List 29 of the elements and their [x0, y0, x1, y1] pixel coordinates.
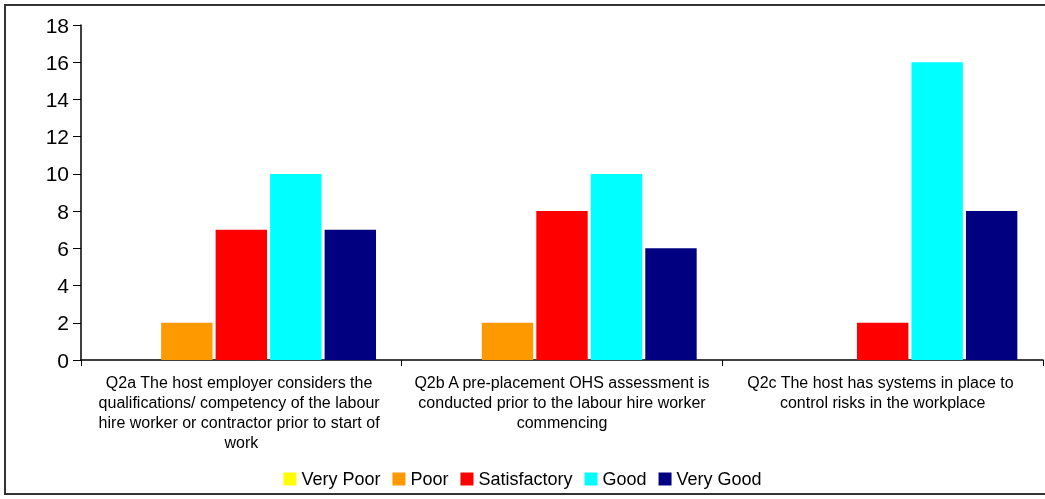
bar — [536, 211, 588, 360]
y-tick-label: 18 — [45, 13, 69, 37]
bar — [856, 322, 909, 360]
bar — [161, 322, 213, 360]
x-tick-label: Q2a The host employer considers the qualifications/ competency of the labour hire worker or contractor prior to start of work — [98, 373, 385, 451]
y-tick-label: 4 — [57, 274, 70, 298]
bar — [481, 322, 534, 360]
bar — [590, 173, 643, 360]
bar — [965, 211, 1018, 360]
bar — [215, 229, 268, 360]
bar — [911, 62, 963, 360]
y-tick-label: 0 — [57, 348, 69, 372]
y-tick-label: 12 — [45, 125, 69, 149]
bar — [645, 248, 697, 360]
bar — [324, 229, 377, 360]
y-tick-label: 2 — [57, 311, 69, 335]
y-tick-label: 16 — [45, 50, 69, 74]
legend-label: Satisfactory — [478, 469, 573, 489]
y-tick-label: 6 — [57, 236, 69, 260]
legend-label: Very Good — [676, 469, 762, 489]
y-tick-label: 14 — [45, 87, 70, 111]
y-tick-label: 10 — [45, 162, 69, 186]
y-tick-label: 8 — [57, 199, 69, 223]
x-tick-label: Q2b A pre-placement OHS assessment is conducted prior to the labour hire worker commencing — [413, 373, 711, 431]
legend-label: Poor — [410, 469, 449, 489]
legend-label: Very Poor — [301, 469, 381, 489]
legend-label: Good — [602, 469, 647, 489]
bar — [270, 173, 322, 360]
x-tick-label: Q2c The host has systems in place to control risks in the workplace — [747, 373, 1019, 411]
